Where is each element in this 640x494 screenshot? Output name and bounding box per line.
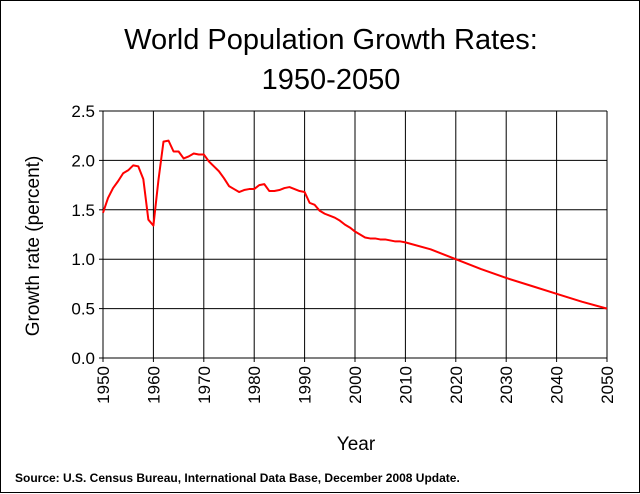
series-line-growth-rate — [102, 139, 608, 310]
series-group — [102, 139, 608, 310]
source-note: Source: U.S. Census Bureau, Internationa… — [15, 471, 460, 485]
y-tick-label: 0.0 — [71, 349, 95, 368]
x-tick-label: 2010 — [396, 366, 415, 404]
chart-title: World Population Growth Rates: — [124, 24, 538, 56]
gridlines — [102, 110, 608, 359]
x-tick-label: 2050 — [598, 366, 617, 404]
y-axis-ticks: 0.0 0.5 1.0 1.5 2.0 2.5 — [71, 102, 103, 368]
x-tick-label: 1970 — [195, 366, 214, 404]
x-tick-label: 1960 — [144, 366, 163, 404]
y-tick-label: 2.5 — [71, 102, 95, 121]
x-tick-label: 2030 — [497, 366, 516, 404]
x-tick-label: 2040 — [548, 366, 567, 404]
y-tick-label: 0.5 — [71, 300, 95, 319]
x-axis-label: Year — [337, 434, 376, 455]
chart-subtitle: 1950-2050 — [262, 64, 401, 96]
x-tick-label: 1950 — [94, 366, 113, 404]
x-tick-label: 2020 — [447, 366, 466, 404]
x-tick-label: 1980 — [245, 366, 264, 404]
y-tick-label: 2.0 — [71, 151, 95, 170]
x-axis-ticks: 1950 1960 1970 1980 1990 2000 2010 2020 2030 2040… — [94, 358, 617, 404]
y-axis-label: Growth rate (percent) — [23, 156, 44, 337]
x-tick-label: 1990 — [296, 366, 315, 404]
y-tick-label: 1.0 — [71, 250, 95, 269]
y-tick-label: 1.5 — [71, 201, 95, 220]
x-tick-label: 2000 — [346, 366, 365, 404]
